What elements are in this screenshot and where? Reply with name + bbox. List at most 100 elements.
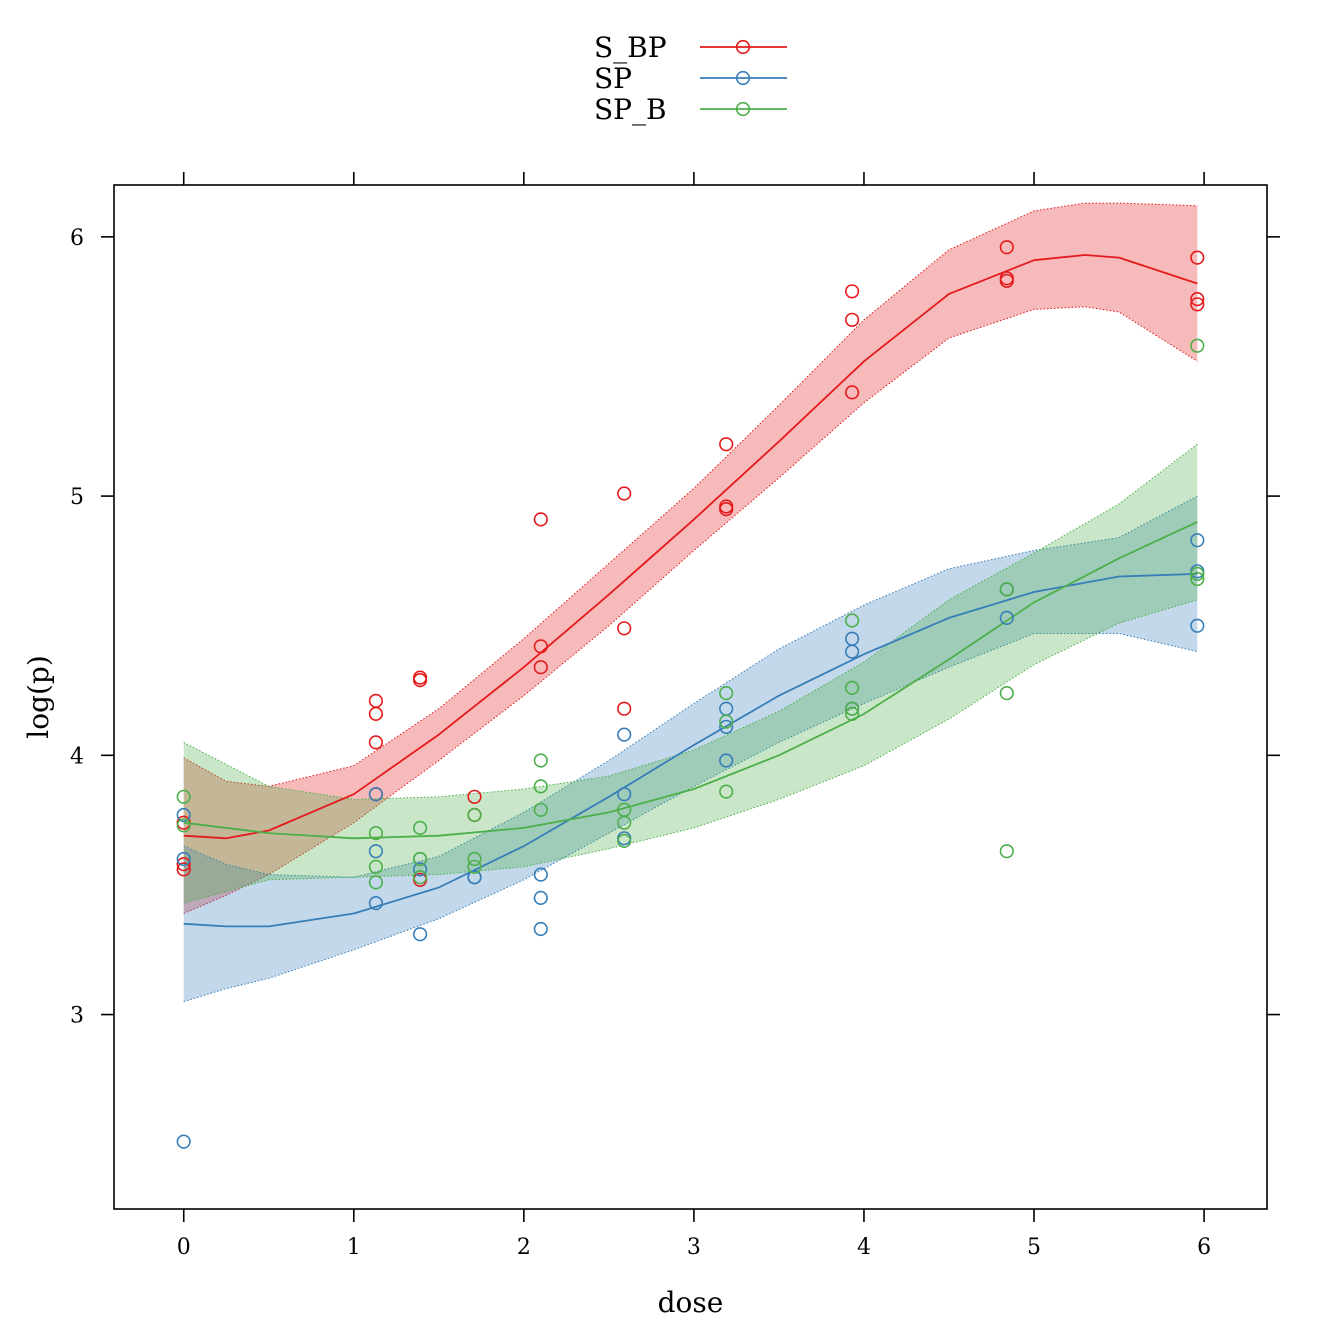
band-upper-edge (183, 443, 1198, 800)
point-s-bp (368, 693, 384, 709)
band-lower-edge (183, 306, 1198, 914)
point-sp-b (844, 680, 860, 696)
point-sp (413, 927, 428, 942)
x-tick-label: 6 (1197, 1235, 1211, 1260)
point-s-bp (368, 735, 384, 750)
point-sp-b (617, 833, 632, 849)
point-sp (176, 1134, 191, 1149)
point-sp-b (413, 820, 428, 836)
point-sp-b (617, 815, 632, 830)
data-points (176, 240, 1205, 1149)
x-tick-label: 3 (687, 1235, 701, 1260)
y-tick-label: 3 (70, 1004, 84, 1029)
point-s-bp (617, 621, 632, 636)
point-sp (467, 870, 482, 885)
point-sp-b (844, 706, 860, 722)
point-s-bp (1190, 292, 1205, 307)
point-sp-b (1190, 338, 1205, 353)
legend-marker (735, 101, 751, 117)
point-s-bp (617, 701, 632, 716)
point-sp-b (844, 613, 860, 628)
point-sp-b (176, 789, 191, 804)
plot-frame (113, 184, 1268, 1210)
point-sp (999, 610, 1014, 626)
point-sp (1190, 618, 1205, 633)
y-tick-label: 5 (70, 485, 84, 510)
point-sp-b (1190, 571, 1205, 587)
point-sp-b (368, 825, 384, 841)
point-s-bp (719, 502, 734, 517)
point-s-bp (617, 486, 632, 501)
band-sp (183, 496, 1198, 1002)
point-sp-b (533, 753, 548, 768)
legend-marker (735, 39, 751, 55)
point-sp-b (844, 701, 860, 716)
x-tick-label: 2 (517, 1235, 531, 1260)
point-sp (176, 851, 191, 867)
point-sp-b (719, 714, 734, 729)
x-tick-label: 1 (347, 1235, 361, 1260)
x-tick-label: 5 (1027, 1235, 1041, 1260)
point-s-bp (999, 273, 1014, 289)
point-sp (719, 753, 734, 768)
point-sp-b (368, 859, 384, 874)
point-sp (368, 844, 384, 859)
band-upper-edge (183, 202, 1198, 787)
y-tick-label: 4 (70, 744, 84, 769)
fit-line-sp-b (183, 521, 1198, 840)
point-sp (533, 921, 548, 937)
band-sp-b (183, 444, 1198, 904)
point-s-bp (1190, 297, 1205, 312)
point-sp-b (719, 685, 734, 701)
fit-lines (183, 254, 1198, 928)
point-sp-b (999, 844, 1014, 859)
x-tick-label: 4 (857, 1235, 871, 1260)
point-s-bp (413, 672, 428, 688)
point-s-bp (176, 862, 191, 877)
band-lower-edge (183, 633, 1198, 1003)
point-sp-b (533, 802, 548, 817)
point-sp-b (467, 859, 482, 874)
confidence-bands (183, 202, 1198, 1003)
point-s-bp (999, 240, 1014, 255)
point-sp (533, 867, 548, 882)
point-sp-b (368, 875, 384, 890)
point-sp-b (176, 818, 191, 833)
point-sp-b (999, 685, 1014, 701)
y-axis-label: log(p) (22, 655, 55, 739)
point-s-bp (844, 385, 860, 400)
band-lower-edge (183, 599, 1198, 904)
x-tick-label: 0 (177, 1235, 191, 1260)
point-s-bp (533, 512, 548, 527)
legend-label-s-bp: S_BP (594, 31, 667, 64)
point-s-bp (844, 284, 860, 299)
point-sp (719, 719, 734, 734)
point-sp (368, 895, 384, 911)
point-s-bp (368, 706, 384, 722)
point-sp (176, 807, 191, 823)
point-sp (844, 644, 860, 659)
point-s-bp (176, 857, 191, 872)
axis-ticks: 0 1 2 3 4 5 6 3 4 5 6 (70, 172, 1280, 1260)
point-sp (617, 727, 632, 742)
point-s-bp (1190, 250, 1205, 265)
point-sp (617, 787, 632, 802)
point-sp-b (413, 851, 428, 867)
point-sp-b (467, 851, 482, 867)
point-sp-b (533, 779, 548, 794)
fit-line-s-bp (183, 254, 1198, 840)
point-s-bp (533, 639, 548, 654)
y-tick-label: 6 (70, 226, 84, 251)
point-sp (413, 862, 428, 877)
x-axis-label: dose (658, 1286, 724, 1319)
point-s-bp (844, 312, 860, 327)
legend-marker (735, 70, 751, 86)
legend-label-sp-b: SP_B (594, 93, 667, 126)
point-sp-b (467, 807, 482, 823)
band-upper-edge (183, 495, 1198, 878)
point-s-bp (533, 660, 548, 675)
point-s-bp (467, 789, 482, 804)
legend-label-sp: SP (594, 62, 632, 95)
